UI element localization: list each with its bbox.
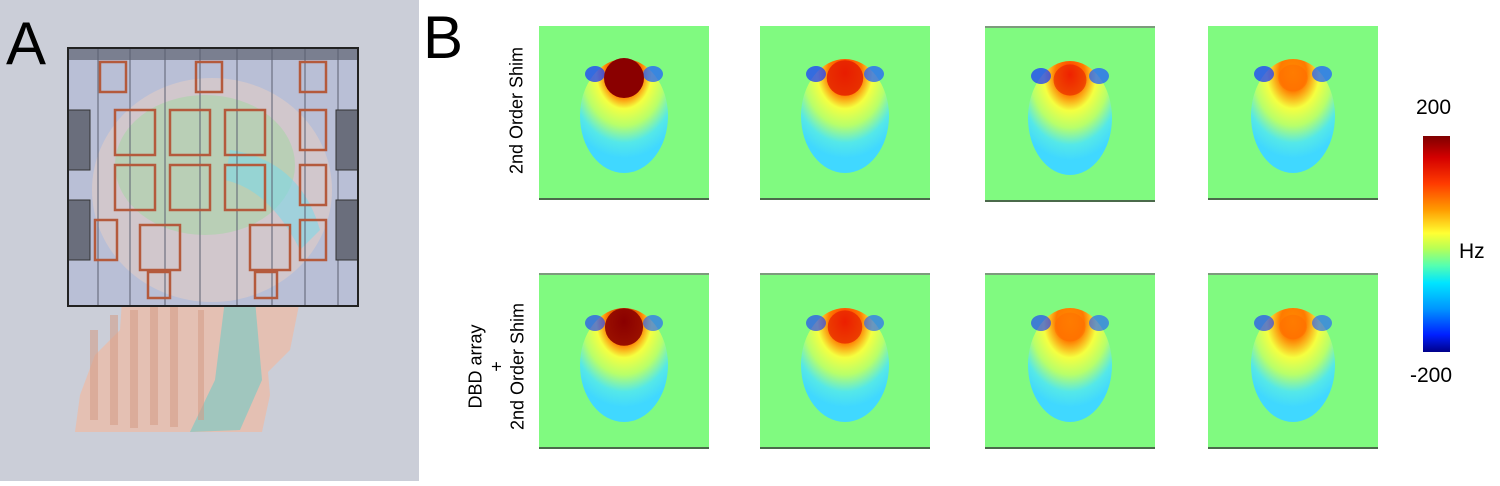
field-map-r2-c4 bbox=[1208, 273, 1378, 449]
frontal-hotspot bbox=[1053, 64, 1087, 96]
neck-model bbox=[75, 300, 300, 432]
frontal-edge-right bbox=[864, 315, 884, 331]
coil-top-band bbox=[68, 48, 358, 60]
frontal-hotspot bbox=[827, 310, 863, 344]
colorbar-min-label: -200 bbox=[1410, 364, 1453, 387]
coil-elements bbox=[93, 60, 328, 300]
frontal-hotspot bbox=[1278, 64, 1308, 92]
brain-field-map bbox=[801, 59, 889, 173]
field-map-r2-c3 bbox=[985, 273, 1155, 449]
brain-slice bbox=[801, 59, 889, 173]
frontal-edge-right bbox=[1312, 66, 1332, 82]
panel-a-letter: A bbox=[6, 10, 47, 77]
brain-slice bbox=[1251, 308, 1335, 422]
frontal-edge-left bbox=[1031, 68, 1051, 84]
brain-field-map bbox=[801, 308, 889, 422]
frontal-edge-left bbox=[1254, 315, 1274, 331]
brain-slice bbox=[1251, 59, 1335, 173]
row-label-top: 2nd Order Shim bbox=[506, 46, 527, 175]
panel-a bbox=[0, 0, 419, 481]
frontal-edge-left bbox=[1254, 66, 1274, 82]
brain-slice bbox=[1028, 61, 1112, 175]
frontal-edge-left bbox=[806, 315, 826, 331]
colorbar-unit-label: Hz bbox=[1459, 240, 1485, 263]
brain-field-map bbox=[1251, 59, 1335, 173]
field-map-r1-c4 bbox=[1208, 26, 1378, 200]
brain-slice bbox=[580, 58, 668, 173]
field-map-r1-c1 bbox=[539, 26, 709, 200]
brain-field-map bbox=[580, 308, 668, 422]
brain-field-map bbox=[1028, 308, 1112, 422]
coil-side-elements bbox=[67, 109, 359, 261]
frontal-edge-left bbox=[1031, 315, 1051, 331]
brain-slice bbox=[801, 308, 889, 422]
frontal-edge-right bbox=[1089, 68, 1109, 84]
field-map-r1-c2 bbox=[760, 26, 930, 200]
frontal-edge-left bbox=[585, 66, 605, 82]
frontal-hotspot bbox=[604, 308, 644, 346]
row-label-bottom: DBD array + 2nd Order Shim bbox=[466, 282, 529, 452]
frontal-edge-left bbox=[806, 66, 826, 82]
frontal-edge-right bbox=[1312, 315, 1332, 331]
brain-slice bbox=[1028, 308, 1112, 422]
frontal-hotspot bbox=[604, 58, 644, 98]
frontal-edge-right bbox=[643, 315, 663, 331]
colorbar bbox=[1423, 136, 1450, 352]
frontal-edge-right bbox=[643, 66, 663, 82]
brain-field-map bbox=[1028, 61, 1112, 175]
colorbar-max-label: 200 bbox=[1416, 96, 1452, 119]
brain-slice bbox=[580, 308, 668, 422]
field-map-r1-c3 bbox=[985, 26, 1155, 202]
frontal-hotspot bbox=[1054, 312, 1086, 342]
panel-b-letter: B bbox=[423, 4, 464, 71]
brain-field-map bbox=[1251, 308, 1335, 422]
row-label-bottom-line3: 2nd Order Shim bbox=[507, 302, 528, 431]
frontal-edge-right bbox=[864, 66, 884, 82]
frontal-hotspot bbox=[1279, 314, 1307, 340]
frontal-hotspot bbox=[826, 60, 864, 96]
row-label-bottom-line1: DBD array bbox=[465, 324, 486, 409]
row-label-bottom-line2: + bbox=[486, 361, 507, 372]
frontal-edge-right bbox=[1089, 315, 1109, 331]
neck-voxel-pattern bbox=[90, 305, 204, 428]
frontal-edge-left bbox=[585, 315, 605, 331]
field-map-r2-c1 bbox=[539, 273, 709, 449]
spine-model bbox=[190, 300, 262, 432]
coil-array-rendering bbox=[67, 47, 359, 432]
field-map-r2-c2 bbox=[760, 273, 930, 449]
brain-field-map bbox=[580, 59, 668, 173]
